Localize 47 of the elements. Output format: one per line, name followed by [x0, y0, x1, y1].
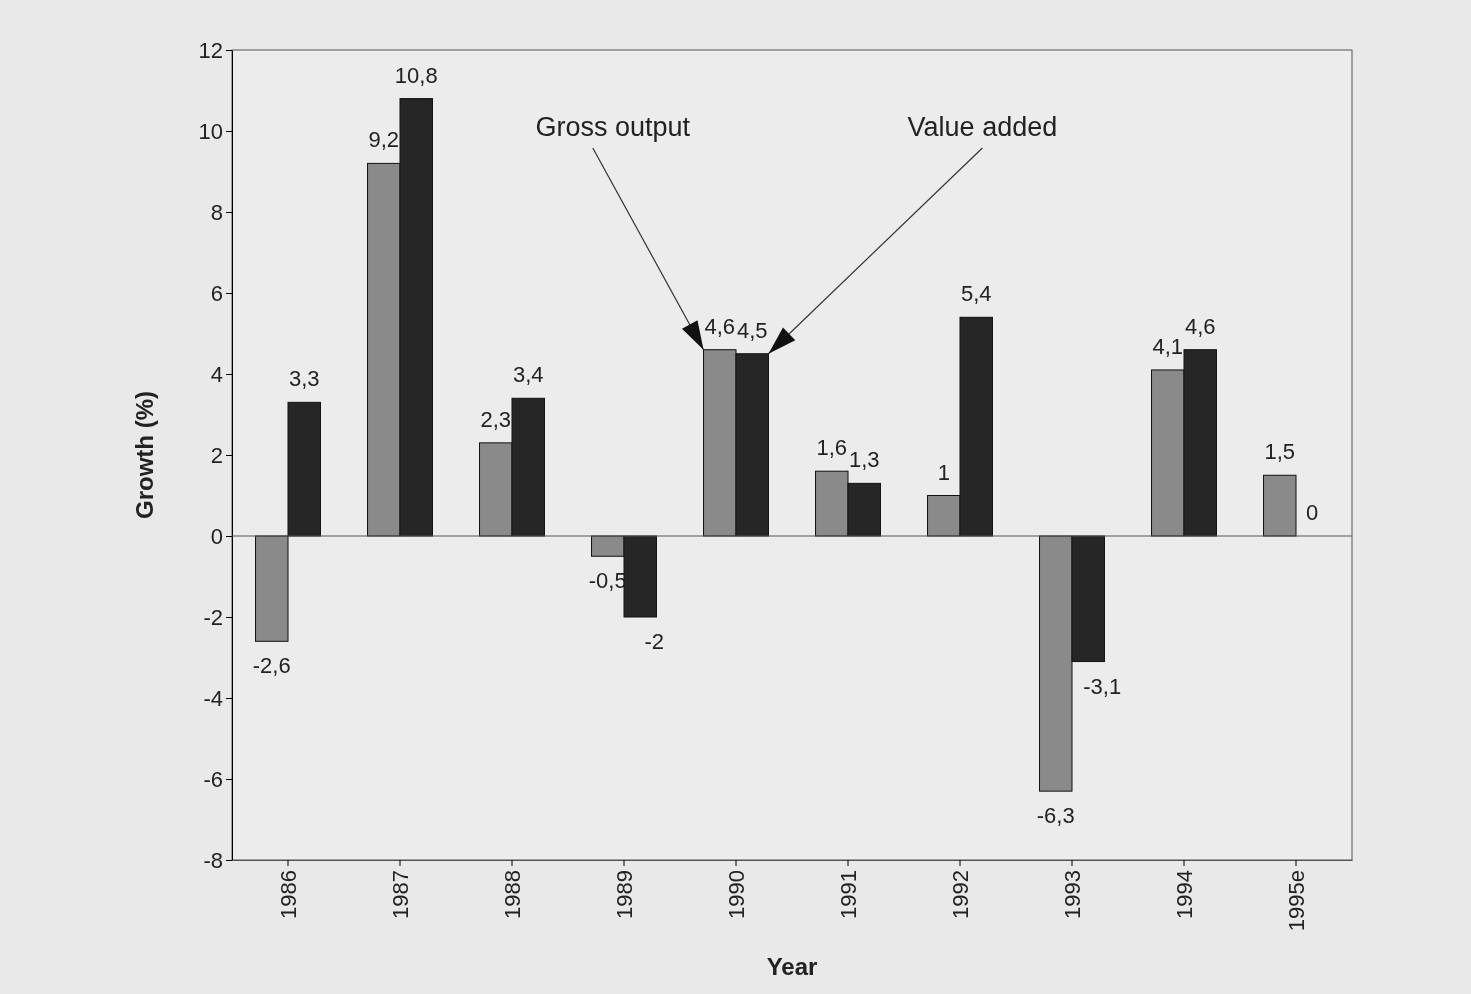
data-label: 1,3 — [848, 447, 880, 473]
y-tick-label: -8 — [203, 847, 223, 873]
bar — [255, 535, 289, 642]
data-label: 4,1 — [1152, 333, 1184, 359]
bar — [1263, 474, 1297, 537]
y-axis-title: Growth (%) — [131, 391, 158, 519]
y-tick-label: 6 — [210, 280, 223, 306]
data-label: 4,6 — [1184, 313, 1216, 339]
data-label: 5,4 — [960, 281, 992, 307]
data-label: -2 — [644, 629, 665, 654]
data-label: -2,6 — [252, 653, 291, 679]
data-label: 1,5 — [1264, 439, 1296, 465]
data-label: 1 — [937, 459, 950, 485]
y-tick-label: 10 — [198, 118, 223, 144]
data-label: 1,6 — [816, 435, 848, 461]
y-tick-label: 0 — [210, 523, 223, 549]
data-label: 10,8 — [394, 62, 438, 88]
x-tick-label: 1992 — [947, 870, 973, 919]
x-tick-label: 1991 — [835, 870, 861, 919]
x-tick-label: 1987 — [387, 870, 413, 919]
y-tick-label: -4 — [203, 685, 223, 711]
data-label: 4,6 — [704, 313, 736, 339]
y-tick-label: -2 — [203, 604, 223, 630]
data-label: -3,1 — [1083, 673, 1122, 699]
data-label: 3,3 — [288, 366, 320, 392]
bar — [287, 401, 321, 537]
data-label: 2,3 — [480, 406, 512, 432]
x-tick-label: 1993 — [1059, 870, 1085, 919]
x-axis-title: Year — [766, 953, 818, 980]
x-tick-label: 1989 — [611, 870, 637, 919]
y-tick-label: 8 — [210, 199, 223, 225]
text: Value added — [907, 112, 1058, 142]
x-tick-label: 1986 — [275, 870, 301, 919]
data-label: 0 — [1306, 500, 1319, 525]
x-tick-label: 1995e — [1283, 870, 1309, 932]
data-label: -6,3 — [1036, 803, 1075, 829]
data-label: 3,4 — [512, 362, 544, 388]
x-tick-label: 1994 — [1171, 870, 1197, 919]
x-tick-label: 1990 — [723, 870, 749, 919]
x-tick-label: 1988 — [499, 870, 525, 919]
y-tick-label: 2 — [210, 442, 223, 468]
y-tick-label: 12 — [198, 37, 223, 63]
data-label: 4,5 — [736, 317, 768, 343]
data-label: 9,2 — [368, 127, 400, 153]
y-tick-label: 4 — [210, 361, 223, 387]
text: Gross output — [535, 112, 691, 142]
y-tick-label: -6 — [203, 766, 223, 792]
